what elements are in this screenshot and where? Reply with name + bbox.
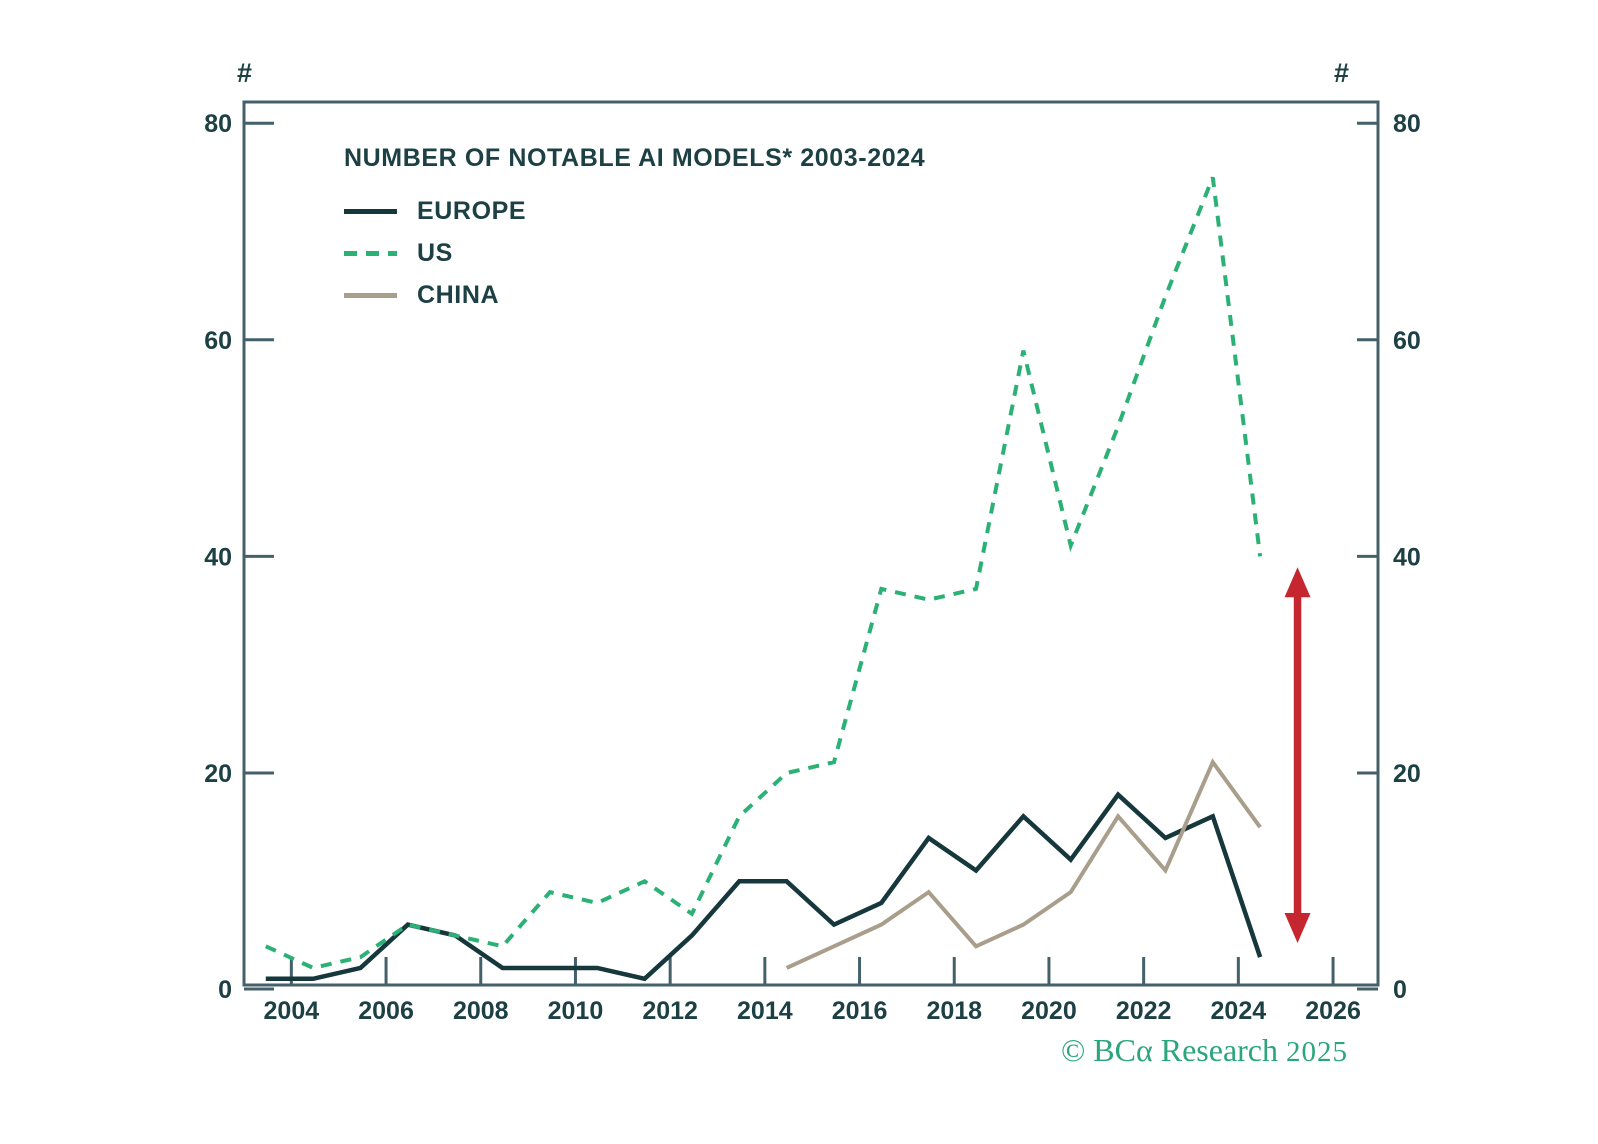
x-tick-label: 2006 [358,997,414,1025]
y-axis-unit-right: # [1334,58,1350,88]
legend-item-us: US [344,238,526,268]
chart-title: NUMBER OF NOTABLE AI MODELS* 2003-2024 [344,144,926,172]
watermark-year: 2025 [1286,1036,1348,1068]
x-tick-label: 2014 [737,997,793,1025]
x-tick-label: 2024 [1211,997,1267,1025]
y-tick-label-left: 40 [204,543,232,571]
x-tick-label: 2012 [642,997,698,1025]
y-tick-label-right: 60 [1393,327,1421,355]
x-tick-label: 2026 [1305,997,1361,1025]
legend-item-china: CHINA [344,280,526,310]
gap-arrow-head-down [1284,913,1311,944]
bca-research-watermark: © BCα Research 2025 [1061,1032,1348,1069]
legend: EUROPE US CHINA [344,196,526,322]
china-line-swatch [344,292,397,298]
us-line-swatch [344,250,397,256]
y-tick-label-right: 0 [1393,976,1407,1004]
x-tick-label: 2004 [264,997,320,1025]
x-tick-label: 2016 [832,997,888,1025]
europe-line-swatch [344,208,397,214]
x-tick-label: 2008 [453,997,509,1025]
x-tick-label: 2010 [548,997,604,1025]
y-tick-label-right: 80 [1393,110,1421,138]
x-tick-label: 2020 [1021,997,1077,1025]
legend-label-europe: EUROPE [417,196,527,225]
legend-item-europe: EUROPE [344,196,526,226]
legend-label-china: CHINA [417,280,500,309]
y-tick-label-right: 20 [1393,760,1421,788]
y-axis-unit-left: # [237,58,253,88]
plot-frame [242,100,1380,987]
gap-arrow-head-up [1284,567,1311,598]
y-tick-label-right: 40 [1393,543,1421,571]
us-line [264,176,1263,971]
legend-label-us: US [417,238,453,267]
x-tick-label: 2018 [926,997,982,1025]
china-line [785,758,1262,970]
y-tick-label-left: 80 [204,110,232,138]
y-tick-label-left: 20 [204,760,232,788]
y-tick-label-left: 0 [218,976,232,1004]
watermark-text: © BCα Research [1060,1032,1278,1068]
europe-line [265,791,1263,982]
x-tick-label: 2022 [1116,997,1172,1025]
y-tick-label-left: 60 [204,327,232,355]
